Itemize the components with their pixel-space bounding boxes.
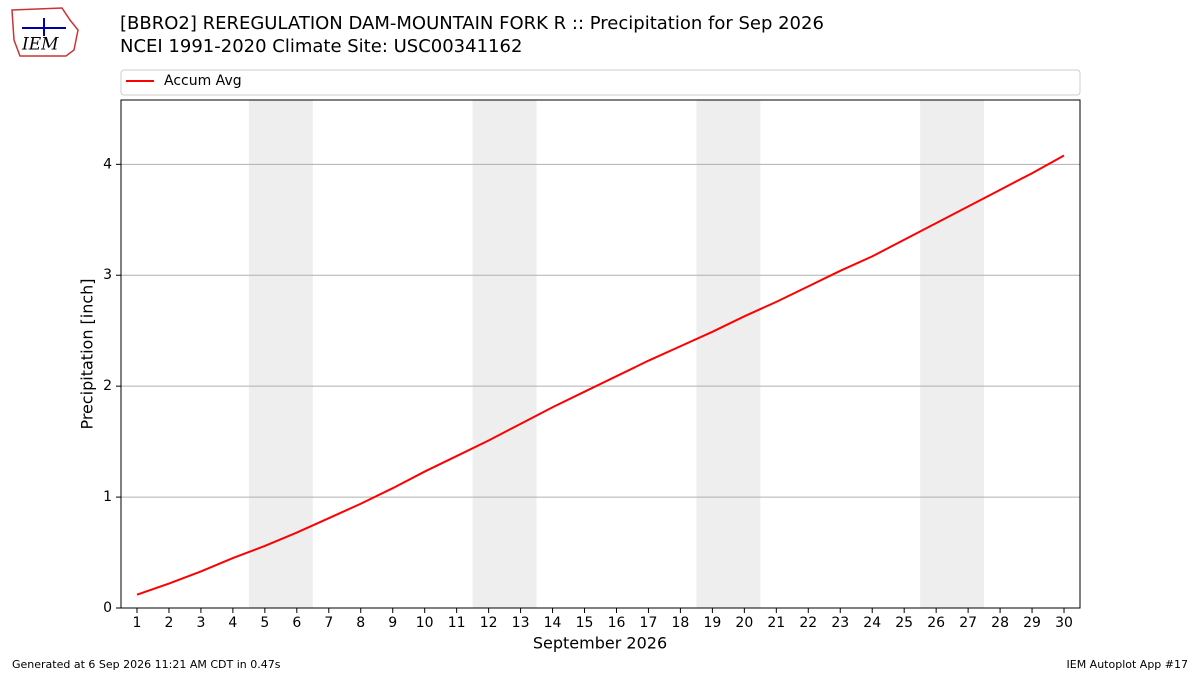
y-tick-label: 1 <box>103 489 112 505</box>
x-axis-label: September 2026 <box>533 634 667 653</box>
x-tick-label: 17 <box>640 615 658 631</box>
y-tick-label: 2 <box>103 378 112 394</box>
x-tick-label: 11 <box>448 615 466 631</box>
x-tick-label: 9 <box>388 615 397 631</box>
x-tick-label: 8 <box>356 615 365 631</box>
plot-frame <box>120 99 1081 609</box>
logo: IEM <box>11 7 79 57</box>
x-tick-label: 28 <box>991 615 1009 631</box>
x-tick-label: 21 <box>767 615 785 631</box>
x-tick-label: 23 <box>831 615 849 631</box>
weekend-shade <box>696 100 761 608</box>
x-tick-label: 3 <box>196 615 205 631</box>
legend-box <box>120 69 1081 96</box>
x-tick-label: 1 <box>133 615 142 631</box>
y-tick-label: 4 <box>103 156 112 172</box>
legend-label: Accum Avg <box>164 73 242 89</box>
x-tick-label: 7 <box>324 615 333 631</box>
x-tick-label: 5 <box>260 615 269 631</box>
x-tick-label: 12 <box>480 615 498 631</box>
logo-text: IEM <box>21 35 59 55</box>
x-tick-label: 14 <box>544 615 562 631</box>
x-tick-label: 24 <box>863 615 881 631</box>
x-tick-label: 29 <box>1023 615 1041 631</box>
weekend-shade <box>472 100 537 608</box>
chart-title: [BBRO2] REREGULATION DAM-MOUNTAIN FORK R… <box>120 13 824 34</box>
footer-right: IEM Autoplot App #17 <box>1067 658 1189 671</box>
x-tick-label: 10 <box>416 615 434 631</box>
weekend-shade <box>920 100 985 608</box>
y-tick-label: 3 <box>103 267 112 283</box>
x-tick-label: 25 <box>895 615 913 631</box>
x-tick-label: 2 <box>164 615 173 631</box>
x-tick-label: 27 <box>959 615 977 631</box>
y-tick-label: 0 <box>103 600 112 616</box>
x-tick-label: 4 <box>228 615 237 631</box>
y-axis-label: Precipitation [inch] <box>78 278 97 429</box>
x-tick-label: 30 <box>1055 615 1073 631</box>
x-tick-label: 16 <box>608 615 626 631</box>
x-tick-label: 22 <box>799 615 817 631</box>
weekend-shade <box>248 100 313 608</box>
x-tick-label: 6 <box>292 615 301 631</box>
x-tick-label: 19 <box>703 615 721 631</box>
x-tick-label: 26 <box>927 615 945 631</box>
x-tick-label: 20 <box>735 615 753 631</box>
x-tick-label: 13 <box>512 615 530 631</box>
series-line <box>136 154 1065 596</box>
chart-subtitle: NCEI 1991-2020 Climate Site: USC00341162 <box>120 36 522 57</box>
x-tick-label: 18 <box>672 615 690 631</box>
x-tick-label: 15 <box>576 615 594 631</box>
footer-left: Generated at 6 Sep 2026 11:21 AM CDT in … <box>12 658 281 671</box>
